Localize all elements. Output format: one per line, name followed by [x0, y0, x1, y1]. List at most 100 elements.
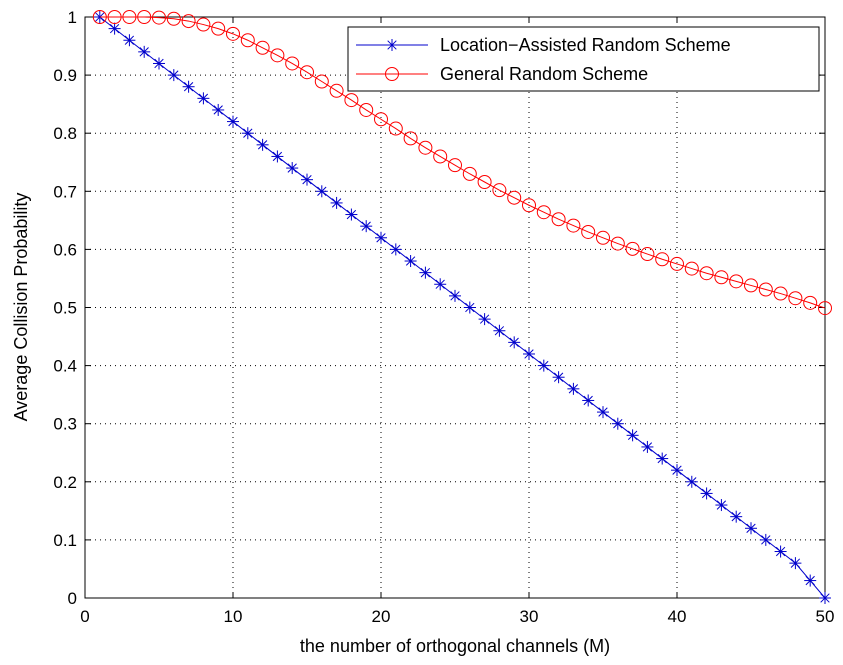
- data-point-series-1: [788, 291, 803, 306]
- data-point-series-0: [227, 115, 239, 128]
- data-point-series-0: [123, 34, 136, 47]
- data-point-series-1: [300, 65, 314, 80]
- data-point-series-0: [301, 173, 313, 186]
- data-point-series-0: [582, 394, 595, 407]
- data-point-series-1: [107, 10, 122, 24]
- legend: Location−Assisted Random Scheme General …: [347, 26, 820, 92]
- data-point-series-0: [508, 336, 521, 349]
- data-point-series-1: [744, 278, 758, 293]
- series-group: [92, 10, 832, 604]
- data-point-series-0: [745, 522, 757, 535]
- x-tick-label: 50: [816, 607, 835, 626]
- data-point-series-0: [759, 533, 772, 546]
- data-point-series-1: [507, 190, 522, 205]
- data-point-series-0: [523, 347, 535, 360]
- y-tick-label: 1: [68, 8, 77, 27]
- data-point-series-1: [699, 266, 714, 281]
- data-point-series-1: [522, 198, 536, 213]
- data-point-series-0: [345, 208, 358, 221]
- y-tick-label: 0.7: [53, 182, 77, 201]
- data-point-series-0: [271, 150, 284, 163]
- data-point-series-1: [566, 218, 581, 233]
- legend-marker-general-random: [385, 67, 399, 81]
- x-tick-label: 40: [668, 607, 687, 626]
- data-point-series-1: [492, 183, 507, 198]
- legend-box: [347, 26, 820, 92]
- data-point-series-0: [286, 162, 299, 175]
- data-point-series-0: [419, 266, 432, 279]
- data-point-series-0: [730, 510, 743, 523]
- data-point-series-1: [329, 83, 344, 98]
- data-point-series-0: [493, 324, 506, 337]
- y-tick-label: 0: [68, 589, 77, 608]
- y-tick-label: 0.2: [53, 473, 77, 492]
- data-point-series-0: [552, 371, 565, 384]
- data-point-series-0: [641, 440, 654, 453]
- data-point-series-0: [375, 231, 387, 244]
- data-point-series-0: [241, 127, 254, 140]
- data-point-series-1: [403, 131, 418, 146]
- x-tick-label: 30: [520, 607, 539, 626]
- data-point-series-0: [700, 487, 713, 500]
- x-tick-label: 10: [224, 607, 243, 626]
- data-point-series-0: [330, 196, 343, 209]
- data-point-series-0: [715, 499, 728, 512]
- data-point-series-1: [625, 241, 640, 256]
- data-point-series-0: [774, 545, 787, 558]
- x-tick-label: 0: [80, 607, 89, 626]
- data-point-series-0: [197, 92, 210, 105]
- data-point-series-0: [404, 255, 417, 268]
- data-point-series-1: [462, 166, 477, 181]
- data-point-series-1: [374, 112, 388, 127]
- data-point-series-0: [537, 359, 550, 372]
- data-point-series-0: [182, 80, 195, 93]
- grid: [85, 17, 825, 598]
- data-point-series-1: [418, 140, 433, 155]
- data-point-series-1: [581, 224, 596, 239]
- legend-marker-symbol: [385, 67, 399, 81]
- y-tick-label: 0.3: [53, 415, 77, 434]
- data-point-series-1: [166, 11, 181, 26]
- data-point-series-1: [152, 10, 166, 25]
- data-point-series-0: [626, 429, 639, 442]
- x-tick-label: 20: [372, 607, 391, 626]
- data-point-series-1: [270, 48, 285, 63]
- legend-marker-location-assisted: [386, 39, 398, 51]
- data-point-series-1: [285, 56, 300, 71]
- data-point-series-1: [818, 301, 832, 316]
- data-point-series-0: [671, 464, 683, 477]
- y-tick-label: 0.9: [53, 66, 77, 85]
- data-point-series-1: [226, 26, 240, 41]
- data-point-series-0: [434, 278, 447, 291]
- data-point-series-1: [433, 149, 448, 164]
- y-tick-label: 0.1: [53, 531, 77, 550]
- data-point-series-1: [448, 158, 462, 173]
- data-point-series-0: [256, 138, 269, 151]
- legend-label-location-assisted: Location−Assisted Random Scheme: [440, 35, 731, 55]
- data-point-series-1: [536, 205, 551, 220]
- data-point-series-1: [773, 286, 788, 301]
- data-point-series-1: [596, 230, 610, 245]
- data-point-series-1: [388, 121, 403, 136]
- data-point-series-1: [255, 40, 270, 55]
- data-point-series-0: [389, 243, 402, 256]
- data-point-series-0: [804, 574, 817, 587]
- series-line-0: [99, 16, 826, 599]
- legend-marker-symbol: [386, 39, 398, 51]
- data-point-series-1: [181, 14, 196, 29]
- data-point-series-1: [196, 17, 211, 32]
- data-point-series-0: [315, 185, 328, 198]
- data-point-series-1: [344, 93, 359, 108]
- data-point-series-0: [449, 289, 461, 302]
- data-point-series-0: [212, 103, 225, 116]
- data-point-series-1: [211, 21, 226, 36]
- axis-ticks: 0 10 20 30 40 50 0 0.1 0.2 0.3 0.4 0.5 0.6 0.7 0.8 0.9 1: [53, 8, 834, 626]
- y-axis-title: Average Collision Probability: [11, 193, 31, 422]
- data-point-series-0: [597, 406, 609, 419]
- data-point-series-1: [670, 256, 684, 271]
- data-point-series-1: [640, 247, 655, 262]
- y-tick-label: 0.8: [53, 124, 77, 143]
- data-point-series-0: [463, 301, 476, 314]
- data-point-series-1: [359, 102, 374, 117]
